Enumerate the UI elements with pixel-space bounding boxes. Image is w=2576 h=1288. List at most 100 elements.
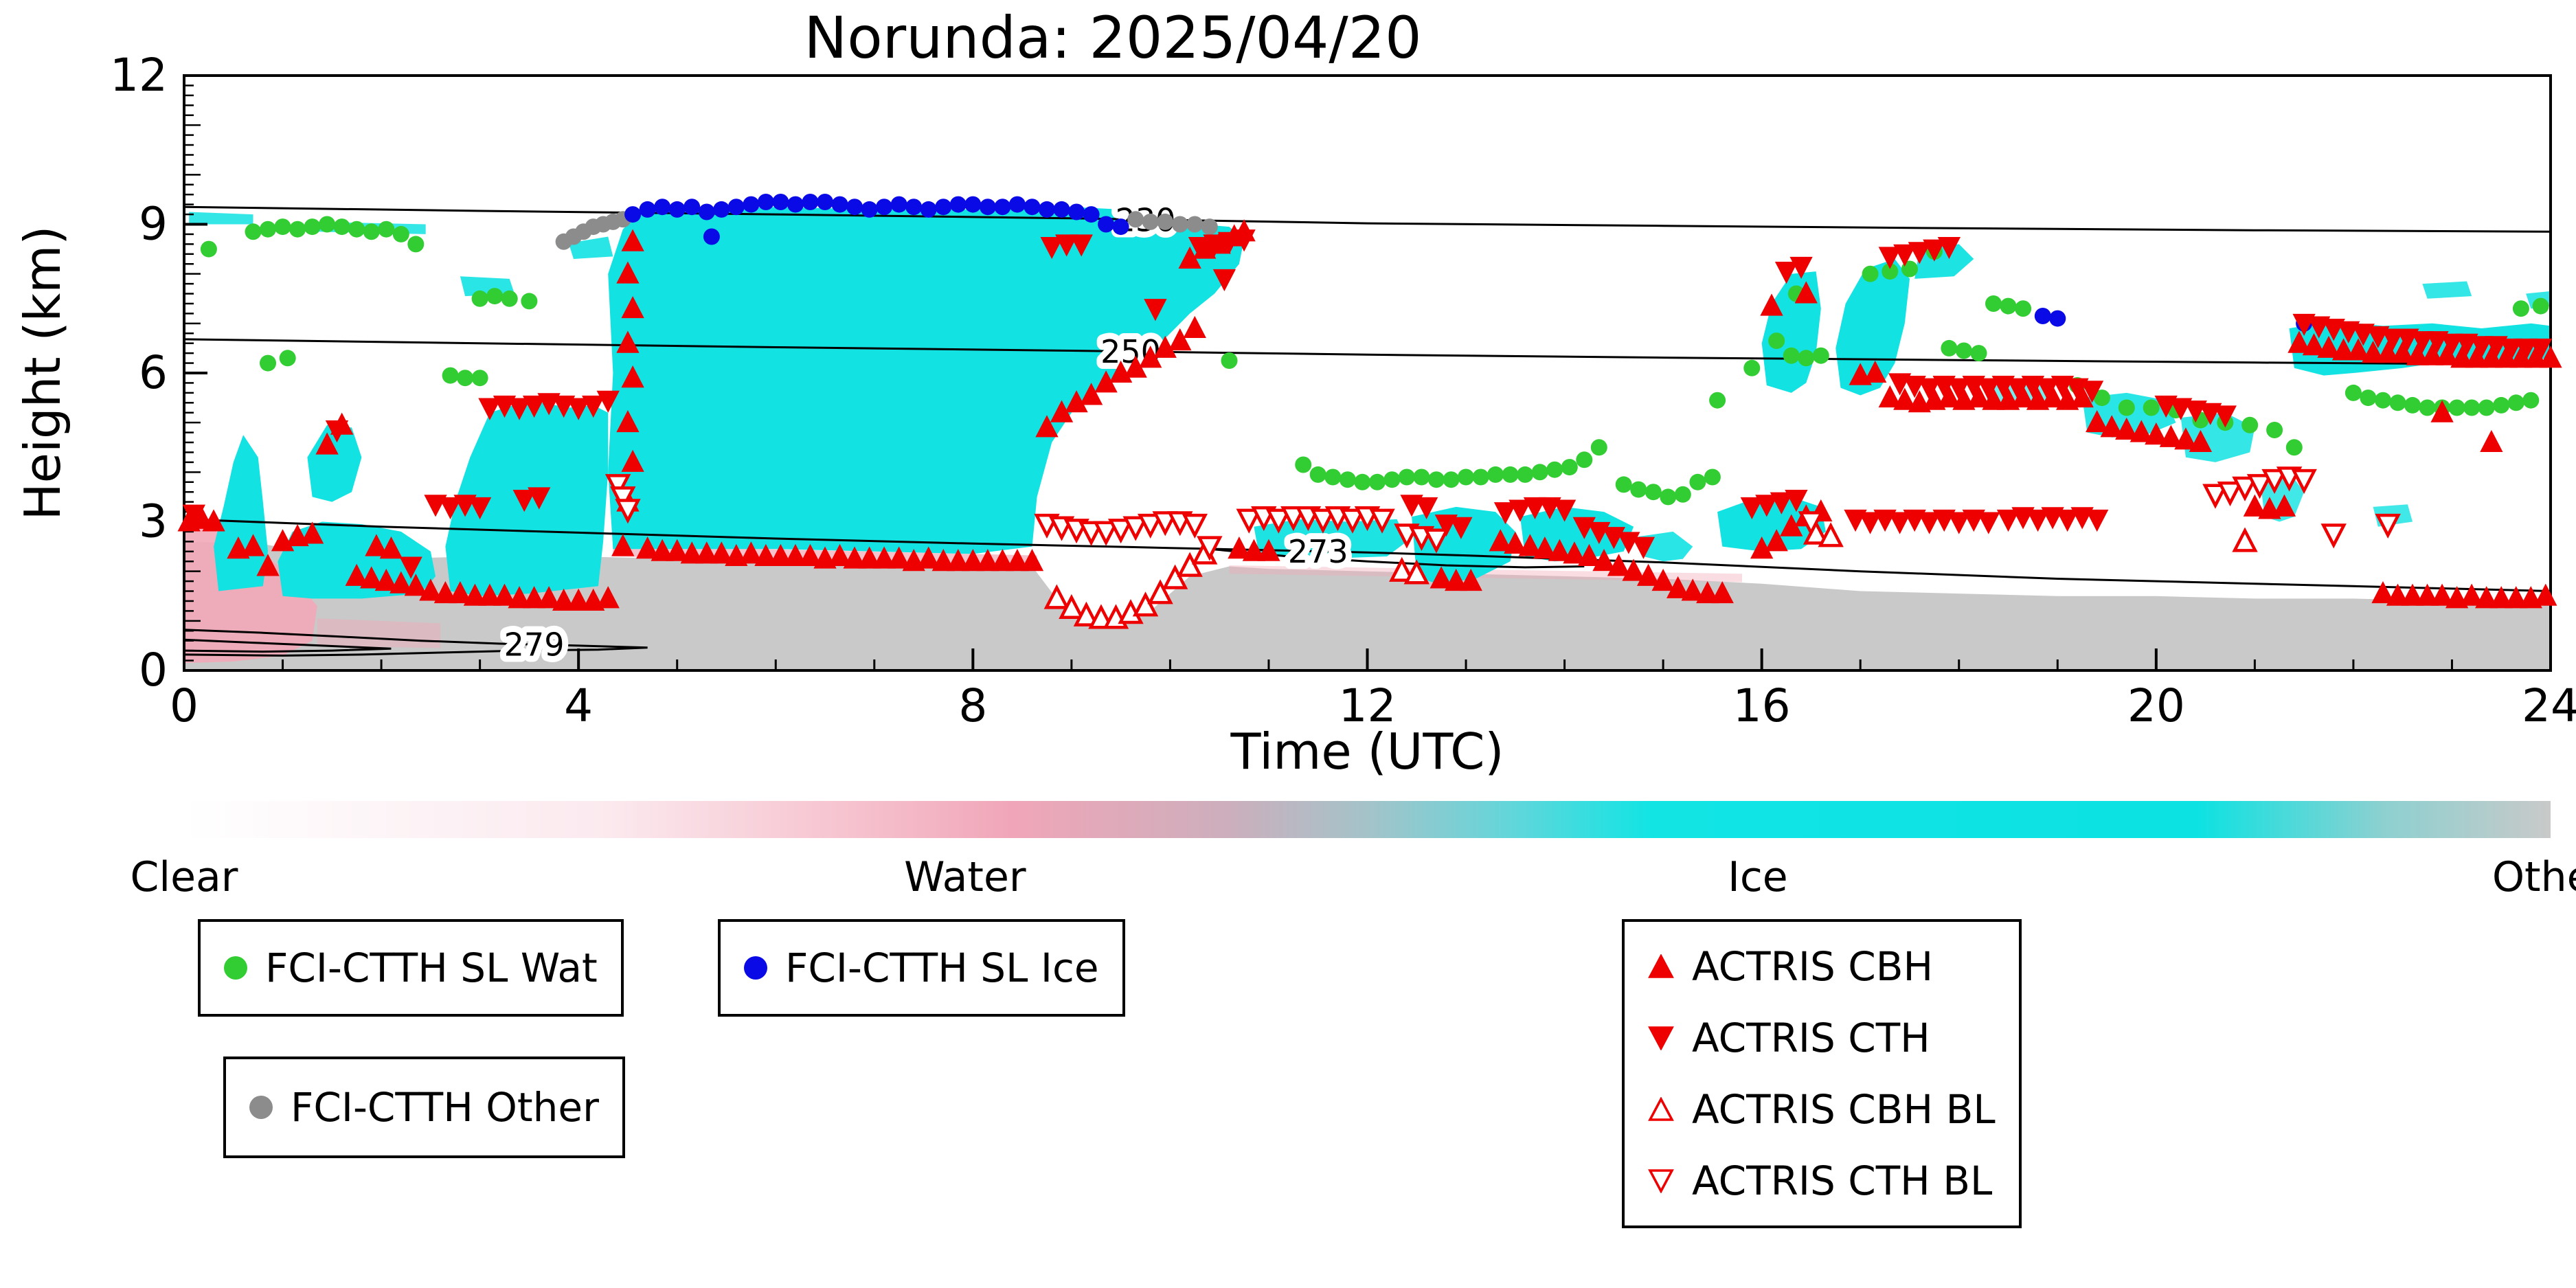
actris-cbh-point [463, 583, 487, 606]
fci-sl-wat-point [2419, 399, 2436, 416]
actris-cbh-point [2534, 583, 2557, 606]
actris-cth-point [1740, 497, 1763, 520]
actris-cbh-bl-point [1177, 552, 1203, 577]
actris-cbh-point [508, 586, 531, 609]
actris-cth-bl-point [1423, 528, 1449, 554]
actris-cbh-point [1168, 328, 1192, 351]
fci-sl-wat-point [1709, 392, 1726, 409]
actris-cth-point [1509, 499, 1532, 522]
fci-sl-ice-point [876, 199, 893, 216]
actris-cth-point [567, 398, 590, 420]
actris-cbh-point [2415, 583, 2439, 606]
chart-title: Norunda: 2025/04/20 [804, 4, 1422, 71]
fci-sl-ice-point [817, 194, 833, 210]
actris-cbh-point [1864, 360, 1887, 383]
actris-cbh-point [1518, 534, 1541, 556]
actris-cbh-bl-point [1059, 594, 1085, 620]
series-actris-cbh-bl [1043, 519, 2258, 629]
actris-cth-point [1523, 497, 1547, 520]
fci-sl-ice-point [905, 199, 923, 216]
actris-cth-point [1893, 244, 1917, 267]
actris-cth-bl-point [2232, 476, 2258, 501]
actris-cbh-point [449, 580, 472, 604]
background-ice-patch [1835, 259, 1910, 396]
fci-sl-wat-point [1882, 263, 1899, 280]
actris-cbh-point [857, 546, 881, 569]
actris-cbh-point [872, 546, 896, 569]
actris-cbh-point [2505, 586, 2528, 609]
fci-sl-wat-point [1798, 350, 1815, 367]
fci-sl-ice-point [1008, 196, 1026, 213]
actris-cth-point [1217, 231, 1241, 254]
x-tick-label: 16 [1733, 679, 1791, 732]
series-actris-cth [182, 229, 2553, 579]
fci-sl-ice-point [713, 201, 730, 218]
actris-cbh-point [1006, 549, 1029, 572]
fci-sl-ice-point [787, 196, 804, 213]
actris-cbh-point [433, 580, 457, 604]
fci-sl-wat-point [2118, 399, 2135, 416]
fci-sl-wat-point [1443, 471, 1460, 488]
fci-sl-wat-point [1487, 466, 1504, 483]
actris-cbh-point [493, 583, 517, 606]
actris-cbh-point [1430, 566, 1453, 589]
actris-cbh-point [621, 449, 644, 472]
actris-cbh-point [1242, 539, 1266, 561]
fci-sl-wat-point [1561, 459, 1578, 476]
fci-sl-ice-point [683, 199, 701, 216]
fci-sl-wat-point [1413, 468, 1430, 486]
actris-cth-bl-point [1093, 521, 1119, 546]
actris-cbh-point [651, 539, 674, 561]
fci-sl-wat-point [1743, 359, 1761, 376]
fci-sl-wat-point [1309, 466, 1326, 483]
actris-cbh-point [680, 541, 703, 564]
actris-cth-point [2470, 336, 2494, 359]
fci-sl-wat-point [319, 216, 336, 233]
actris-cbh-point [621, 365, 644, 388]
fci-sl-ice-point [743, 196, 760, 213]
actris-cbh-point [2287, 330, 2311, 353]
fci-sl-wat-point [1674, 486, 1691, 503]
fci-sl-ice-point [654, 199, 671, 216]
actris-cbh-point [754, 543, 778, 567]
actris-cth-point [522, 395, 546, 418]
fci-sl-ice-point [2034, 308, 2051, 324]
fci-sl-ice-point [727, 199, 745, 216]
fci-sl-wat-point [304, 218, 321, 236]
fci-sl-wat-point [1398, 468, 1415, 486]
actris-cbh-point [2331, 338, 2355, 361]
actris-cbh-point [2302, 333, 2326, 356]
fci-sl-wat-point [521, 293, 538, 310]
fci-sl-ice-point [772, 194, 789, 210]
actris-cth-bl-point [2217, 481, 2244, 507]
actris-cbh-point [2159, 425, 2183, 447]
legend-marker-sl-wat-icon [224, 956, 247, 980]
fci-sl-wat-point [1546, 461, 1563, 478]
fci-sl-ice-point [920, 201, 937, 218]
fci-sl-wat-point [2493, 396, 2510, 414]
plot-area: 23025027327904812162024036912 [110, 49, 2576, 732]
actris-cth-bl-point [1138, 513, 1164, 539]
y-tick-label: 0 [139, 644, 168, 697]
fci-sl-wat-point [2000, 297, 2017, 315]
fci-sl-wat-point [407, 236, 425, 253]
x-tick-label: 4 [564, 679, 593, 732]
fci-sl-wat-point [2143, 399, 2160, 416]
actris-cbh-point [374, 568, 398, 591]
fci-other-point [1171, 216, 1188, 233]
fci-sl-ice-point [1053, 201, 1070, 218]
actris-cbh-point [1893, 387, 1917, 410]
legend-item-actris-cth: ACTRIS CTH [1648, 1015, 1930, 1061]
actris-cbh-point [2460, 583, 2483, 606]
x-tick-label: 12 [1339, 679, 1397, 732]
fci-sl-wat-point [2404, 396, 2421, 414]
legend-marker-cth-icon [1648, 1026, 1674, 1050]
actris-cth-point [325, 420, 349, 443]
fci-sl-ice-point [949, 196, 967, 213]
actris-cth-bl-point [1310, 508, 1336, 534]
background-ice-patch [1717, 497, 1826, 552]
actris-cbh-point [2376, 340, 2399, 363]
fci-other-point [1142, 213, 1159, 230]
fci-sl-wat-point [1324, 468, 1342, 486]
